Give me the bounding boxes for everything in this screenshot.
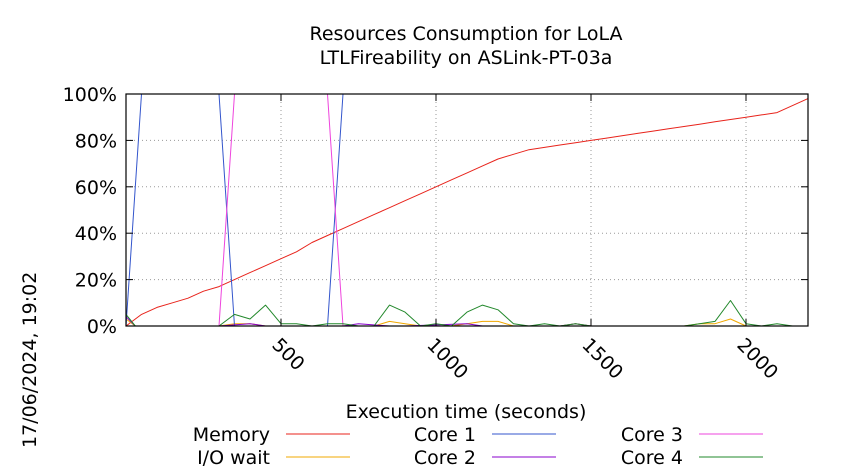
- timestamp-label: 17/06/2024, 19:02: [19, 272, 41, 448]
- series-line-core-1: [125, 93, 808, 327]
- x-tick-label: 1000: [422, 334, 472, 384]
- chart-title: Resources Consumption for LoLA: [309, 23, 622, 45]
- series-line-core-3: [126, 93, 808, 327]
- legend-label: I/O wait: [197, 447, 270, 469]
- legend-label: Core 4: [621, 447, 683, 469]
- chart-subtitle: LTLFireability on ASLink-PT-03a: [320, 47, 613, 69]
- legend-label: Core 1: [414, 424, 476, 446]
- x-axis-label: Execution time (seconds): [346, 401, 587, 423]
- series-layer: [125, 93, 809, 327]
- y-tick-label: 60%: [75, 177, 117, 199]
- plot-frame: [125, 93, 809, 327]
- y-tick-label: 0%: [87, 316, 117, 338]
- x-tick-label: 500: [267, 334, 308, 375]
- y-tick-label: 20%: [75, 270, 117, 292]
- grid-lines: [126, 94, 808, 326]
- y-axis: 0% 20% 40% 60% 80% 100%: [63, 84, 808, 338]
- legend-label: Memory: [193, 424, 270, 446]
- x-axis: 500 1000 1500 2000: [267, 94, 782, 384]
- series-line-core-4: [125, 300, 808, 327]
- legend-label: Core 3: [621, 424, 683, 446]
- series-line-memory: [125, 98, 809, 327]
- legend-label: Core 2: [414, 447, 476, 469]
- x-tick-label: 2000: [732, 334, 782, 384]
- x-tick-label: 1500: [577, 334, 627, 384]
- y-tick-label: 100%: [63, 84, 117, 106]
- y-tick-label: 40%: [75, 223, 117, 245]
- y-tick-label: 80%: [75, 130, 117, 152]
